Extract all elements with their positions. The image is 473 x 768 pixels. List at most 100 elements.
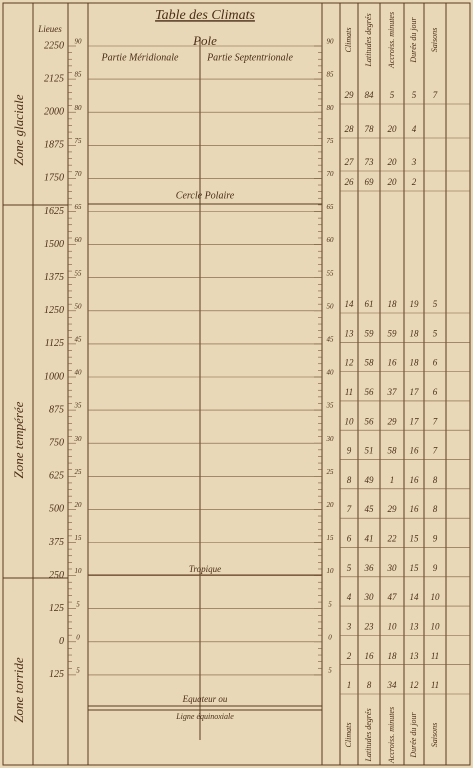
frame-lines: [3, 3, 447, 765]
north-part: Partie Septentrionale: [206, 52, 293, 63]
cell: 13: [345, 328, 355, 338]
latitude-label: 45: [75, 336, 83, 344]
cell: 1: [347, 680, 352, 690]
cell: 28: [345, 124, 355, 134]
cell: 15: [410, 563, 420, 573]
cell: 51: [365, 446, 374, 456]
cell: 4: [412, 124, 417, 134]
column-footer: Durée du jour: [409, 711, 418, 758]
cell: 9: [433, 563, 438, 573]
cell: 6: [433, 358, 438, 368]
latitude-label: 60: [75, 236, 83, 244]
cell: 5: [347, 563, 352, 573]
latitude-label: 40: [327, 369, 335, 377]
cell: 18: [410, 358, 420, 368]
cell: 10: [388, 621, 398, 631]
latitude-label: 90: [327, 38, 335, 46]
league-label: 125: [49, 669, 64, 680]
cell: 29: [388, 504, 398, 514]
cell: 11: [345, 387, 353, 397]
cell: 23: [365, 621, 375, 631]
leagues-header: Lieues: [37, 24, 62, 34]
cell: 29: [388, 416, 398, 426]
cell: 30: [387, 563, 398, 573]
latitude-label: 50: [75, 302, 83, 310]
latitude-label: 25: [327, 468, 335, 476]
cell: 14: [410, 592, 420, 602]
latitude-label: 80: [327, 104, 335, 112]
cell: 11: [431, 680, 439, 690]
cell: 10: [431, 621, 441, 631]
cell: 16: [388, 358, 398, 368]
cell: 7: [347, 504, 352, 514]
latitude-label: 85: [75, 71, 83, 79]
cell: 17: [410, 387, 420, 397]
latitude-label: 50: [327, 302, 335, 310]
league-label: 0: [59, 636, 64, 647]
cell: 47: [388, 592, 398, 602]
cell: 49: [365, 475, 375, 485]
league-label: 875: [49, 404, 64, 415]
column-header: Latitudes degrés: [364, 13, 373, 67]
latitude-label: 10: [75, 567, 83, 575]
league-label: 1125: [45, 338, 64, 349]
column-footer: Saisons: [430, 723, 439, 747]
league-label: 2000: [44, 106, 64, 117]
latitude-label: 65: [327, 203, 335, 211]
latitude-label: 90: [75, 38, 83, 46]
cell: 3: [346, 621, 352, 631]
cell: 36: [364, 563, 375, 573]
cell: 20: [388, 124, 398, 134]
cell: 8: [347, 475, 352, 485]
cell: 16: [410, 446, 420, 456]
cell: 1: [390, 475, 395, 485]
cell: 27: [345, 157, 355, 167]
cell: 58: [388, 446, 398, 456]
league-label: 1500: [44, 239, 64, 250]
latitude-label: 60: [327, 236, 335, 244]
latitude-label: 75: [75, 137, 83, 145]
cell: 20: [388, 157, 398, 167]
equinoctial: Ligne équinoxiale: [175, 712, 234, 721]
latitude-label: 80: [75, 104, 83, 112]
cell: 6: [347, 534, 352, 544]
cell: 7: [433, 90, 438, 100]
league-label: 750: [49, 437, 64, 448]
cell: 58: [365, 358, 375, 368]
latitude-label: 25: [75, 468, 83, 476]
cell: 13: [410, 651, 420, 661]
latitude-label: 10: [327, 567, 335, 575]
cell: 59: [388, 328, 398, 338]
latitude-label: 30: [74, 435, 83, 443]
cell: 41: [365, 534, 374, 544]
cell: 9: [347, 446, 352, 456]
latitude-label: 70: [327, 170, 335, 178]
latitude-label: 5: [76, 667, 80, 675]
cell: 56: [365, 416, 375, 426]
cell: 11: [431, 651, 439, 661]
cell: 8: [433, 475, 438, 485]
cell: 22: [388, 534, 398, 544]
league-label: 375: [48, 537, 64, 548]
column-footer: Climats: [344, 723, 353, 748]
latitude-label: 5: [328, 600, 332, 608]
latitude-label: 85: [327, 71, 335, 79]
latitude-label: 55: [75, 269, 83, 277]
cell: 18: [388, 651, 398, 661]
league-label: 1625: [44, 206, 64, 217]
latitude-label: 0: [76, 633, 80, 641]
cell: 7: [433, 446, 438, 456]
latitude-label: 5: [76, 600, 80, 608]
league-label: 500: [49, 504, 64, 515]
latitude-label: 15: [327, 534, 335, 542]
equator: Equateur ou: [182, 694, 228, 704]
cell: 19: [410, 299, 420, 309]
latitude-label: 30: [326, 435, 335, 443]
league-label: 625: [49, 471, 64, 482]
pole: Pole: [192, 33, 217, 48]
cell: 12: [345, 358, 355, 368]
tropic: Tropique: [189, 564, 221, 574]
zone-label: Zone glaciale: [11, 94, 26, 165]
cell: 84: [365, 90, 375, 100]
cell: 16: [410, 504, 420, 514]
